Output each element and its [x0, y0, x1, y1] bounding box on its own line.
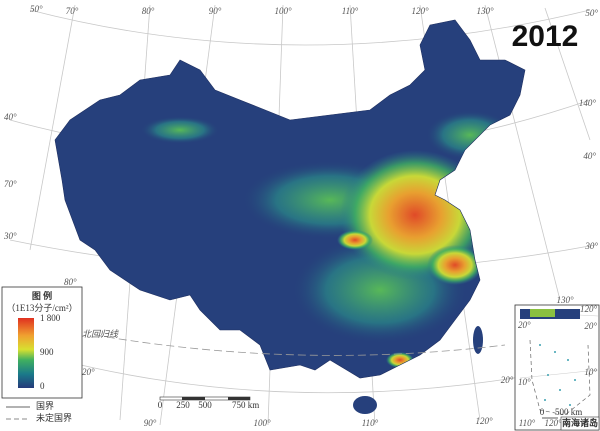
inset-label: 10° — [584, 367, 597, 377]
inset-scale-label: 0 — [540, 407, 545, 417]
tropic-line — [94, 334, 506, 356]
lon-label: 100° — [253, 418, 271, 428]
inset-label: 110° — [519, 418, 536, 428]
lat-label: 20° — [501, 375, 514, 385]
lon-label: 70° — [4, 179, 17, 189]
scale-bar: 0 250 500 750 km — [158, 396, 259, 410]
lon-label: 100° — [274, 6, 292, 16]
scale-label: 500 — [198, 400, 212, 410]
taiwan — [473, 326, 483, 354]
lon-label: 140° — [579, 98, 597, 108]
inset: 130° 120° 20° 20° 10° 10° 110° 120° 0 50… — [514, 295, 600, 431]
lat-label: 30° — [584, 241, 598, 251]
lon-label: 110° — [342, 6, 359, 16]
lon-label: 50° — [30, 4, 43, 14]
colorbar — [18, 318, 34, 388]
lat-label: 40° — [583, 151, 596, 161]
inset-title: 南海诸岛 — [562, 417, 598, 428]
scale-label: 250 — [176, 400, 190, 410]
lon-label: 90° — [144, 418, 157, 428]
lat-label: 20° — [82, 367, 95, 377]
lon-label: 90° — [209, 6, 222, 16]
inset-label: 20° — [584, 321, 597, 331]
legend: 图 例 （1E13分子/cm²） 1 800 900 0 国界 未定国界 — [1, 286, 83, 423]
legend-line-label: 国界 — [36, 401, 54, 411]
inset-label: 20° — [518, 320, 531, 330]
lon-label: 120° — [475, 416, 493, 426]
legend-line-label: 未定国界 — [36, 412, 72, 423]
colorbar-label: 900 — [40, 347, 54, 357]
legend-unit: （1E13分子/cm²） — [6, 303, 77, 313]
lon-label: 130° — [476, 6, 494, 16]
year-title: 2012 — [512, 20, 579, 53]
border — [54, 19, 526, 379]
lon-label: 120° — [411, 6, 429, 16]
lon-label: 80° — [142, 6, 155, 16]
colorbar-label: 1 800 — [40, 313, 61, 323]
inset-label: 130° — [556, 295, 574, 305]
scale-label: 0 — [158, 400, 163, 410]
lon-label: 80° — [64, 277, 77, 287]
lon-label: 110° — [362, 418, 379, 428]
inset-label: 120° — [544, 418, 562, 428]
lat-label: 40° — [4, 112, 17, 122]
inset-scale-label: 500 km — [555, 407, 582, 417]
scale-label: 750 km — [232, 400, 259, 410]
tropic-label: 北回归线 — [82, 329, 119, 339]
inset-label: 10° — [518, 377, 531, 387]
lat-label: 50° — [585, 8, 598, 18]
legend-title: 图 例 — [32, 290, 52, 301]
lon-label: 70° — [66, 6, 79, 16]
lat-label: 30° — [3, 231, 17, 241]
hainan — [353, 396, 377, 414]
colorbar-label: 0 — [40, 381, 45, 391]
inset-label: 120° — [580, 304, 598, 314]
